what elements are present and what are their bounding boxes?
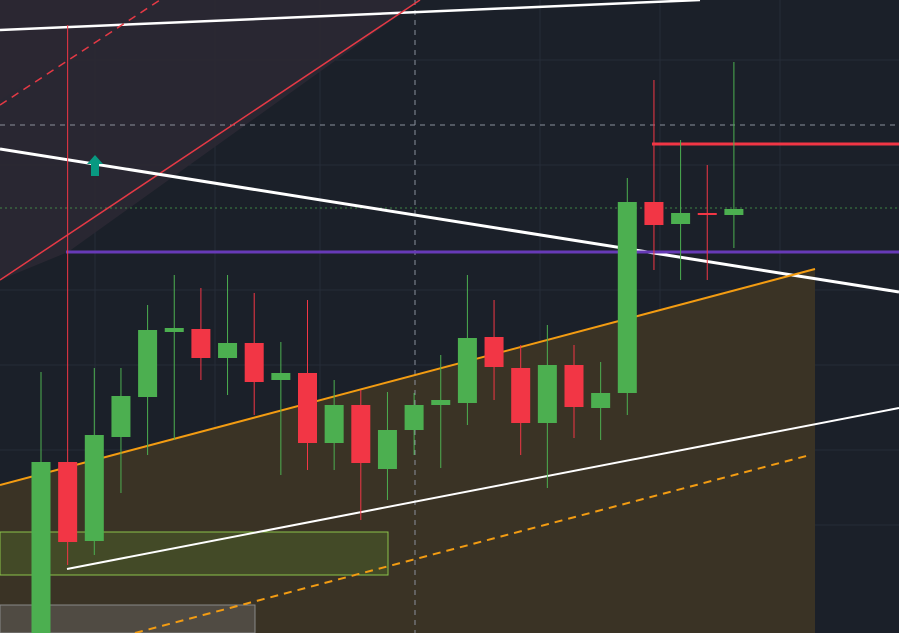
zone-box	[0, 531, 389, 576]
trend-line	[0, 0, 421, 281]
candle-body	[644, 202, 664, 225]
candle-body	[84, 435, 104, 541]
candle-body	[191, 329, 211, 358]
candles	[31, 25, 744, 633]
candle-body	[138, 330, 158, 397]
candle-body	[58, 462, 78, 542]
candle-body	[591, 393, 611, 408]
trend-line	[66, 407, 899, 570]
candle-body	[31, 462, 51, 633]
candle-body	[724, 209, 744, 215]
trend-line	[0, 0, 701, 32]
candle-body	[324, 405, 344, 443]
candle-body	[377, 430, 397, 469]
candle-body	[404, 405, 424, 430]
channel-line	[134, 454, 811, 633]
candle-body	[484, 337, 504, 367]
candle-body	[617, 202, 637, 393]
trend-line	[0, 0, 161, 106]
candle-body	[697, 213, 717, 215]
candle-body	[271, 373, 291, 380]
channel-line	[0, 268, 816, 486]
trend-line	[0, 147, 899, 294]
candle-body	[351, 405, 371, 463]
candle-body	[244, 343, 264, 382]
candle-body	[564, 365, 584, 407]
candle-body	[111, 396, 131, 437]
candle-body	[218, 343, 238, 358]
candle-body	[457, 338, 477, 403]
candle-body	[671, 213, 691, 224]
candle-body	[298, 373, 317, 443]
candle-body	[537, 365, 557, 423]
candle-body	[431, 400, 451, 405]
arrow-marker	[87, 155, 103, 176]
candle-body	[164, 328, 184, 332]
candle-body	[511, 368, 531, 423]
